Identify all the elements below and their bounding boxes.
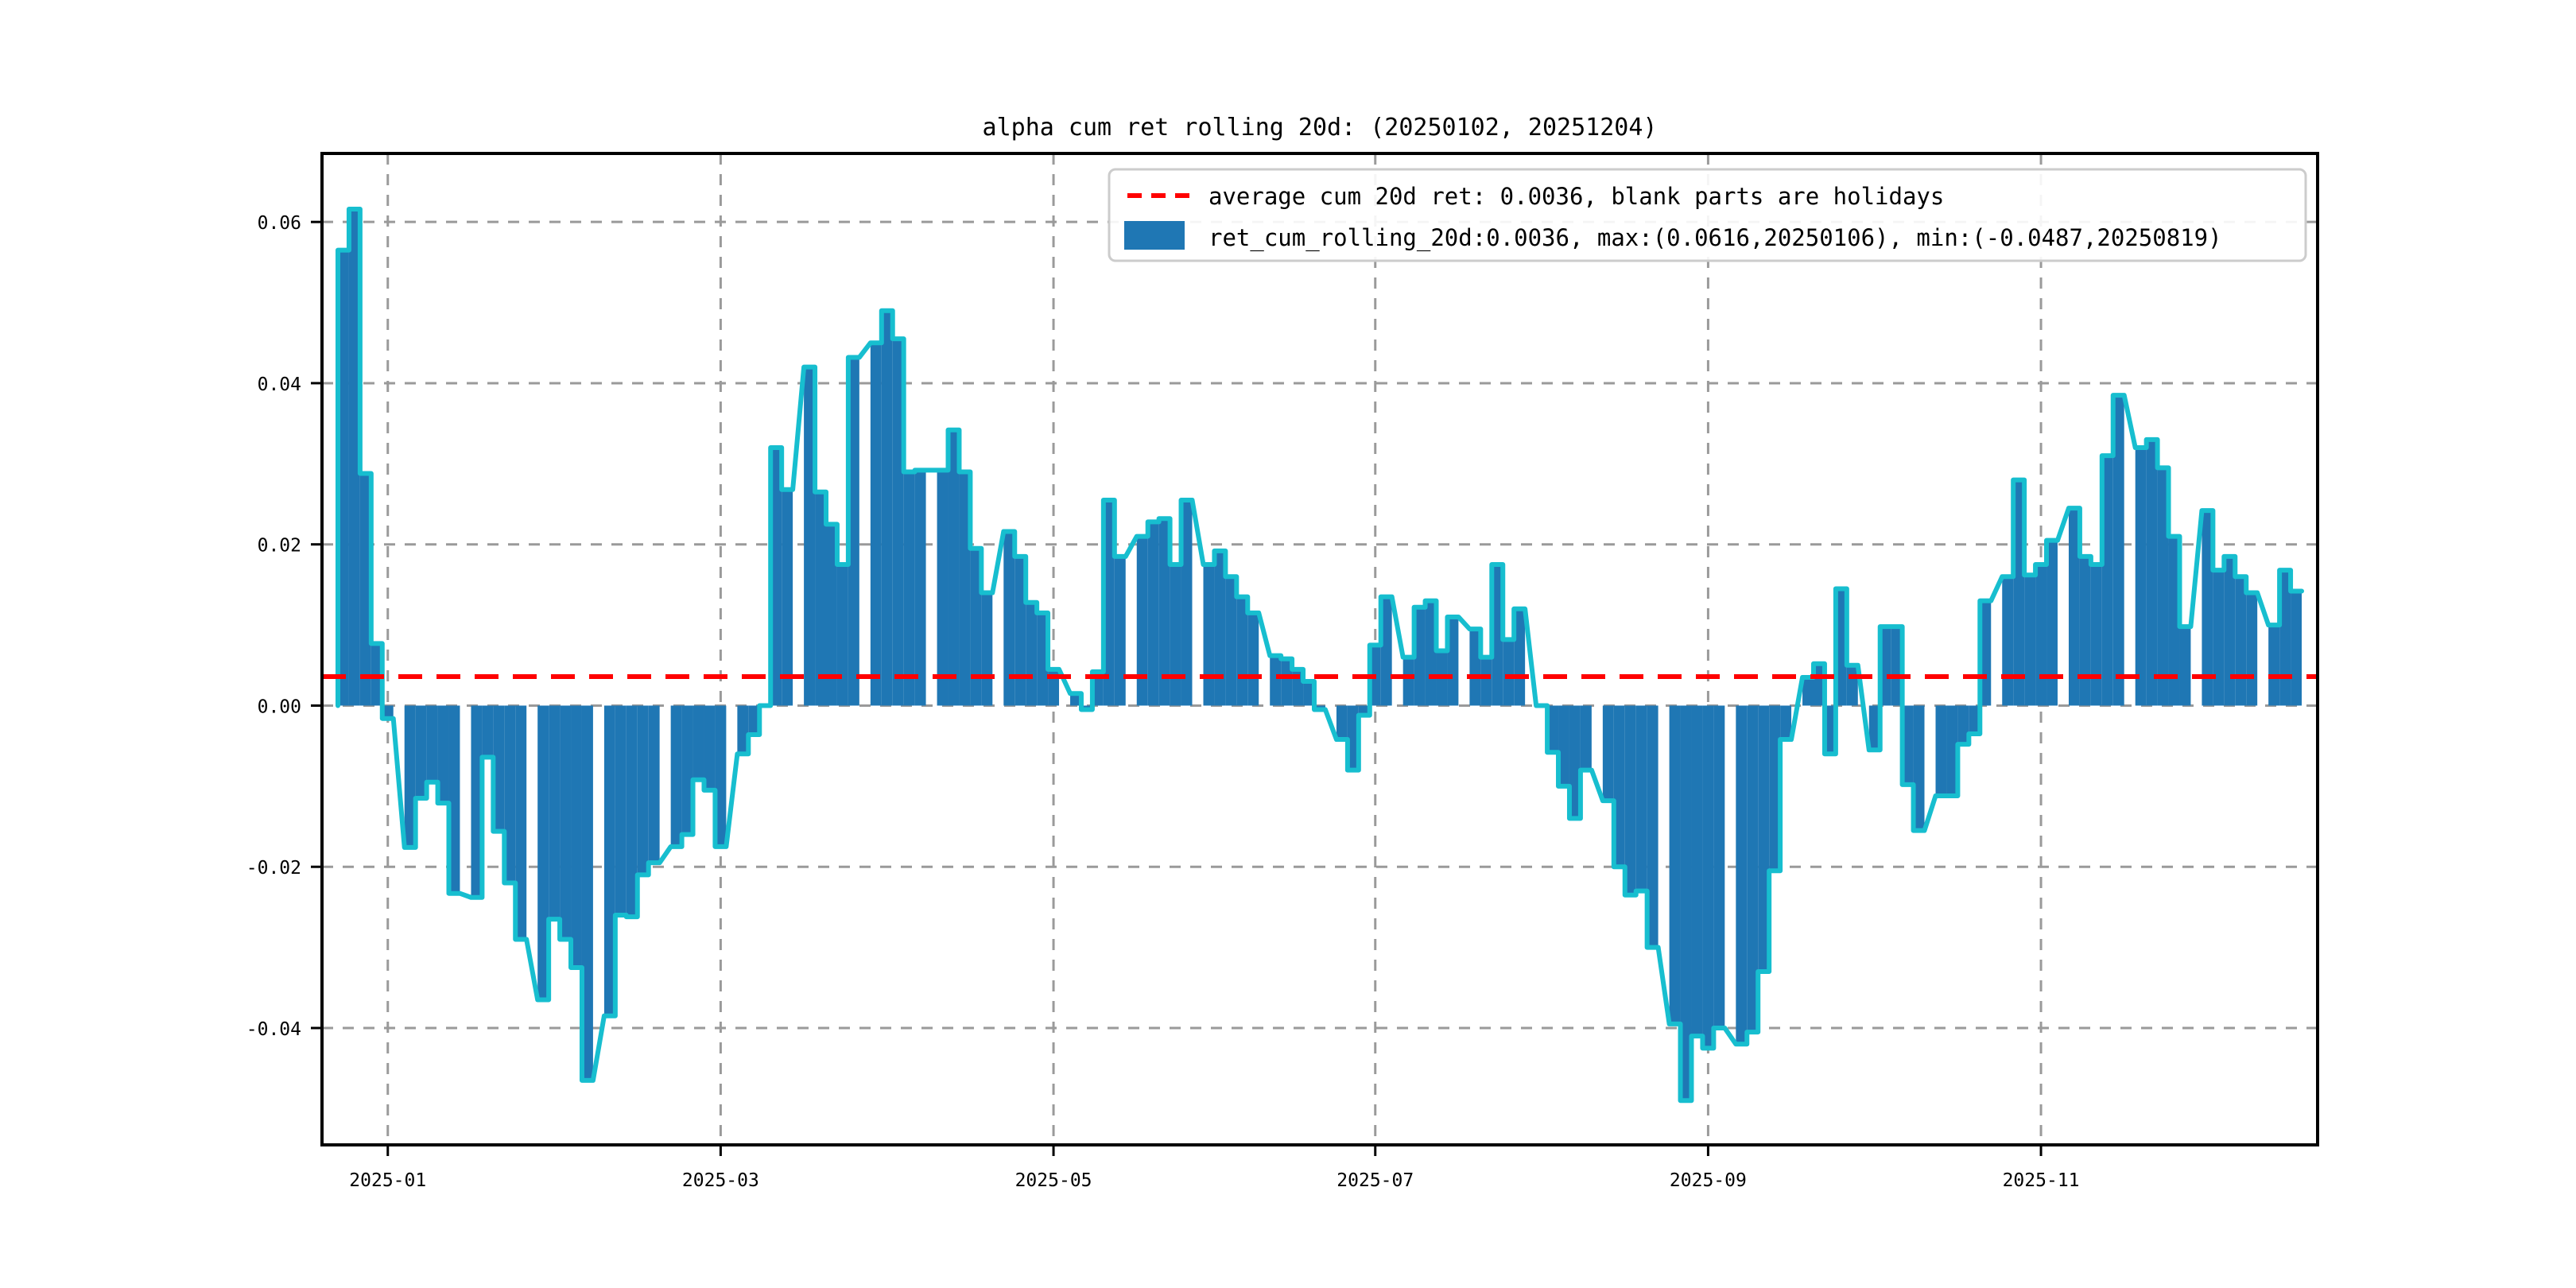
x-tick-label: 2025-11 <box>2003 1170 2080 1191</box>
y-axis-ticks: 0.06 0.04 0.02 0.00 -0.02 -0.04 <box>246 213 322 1040</box>
chart-title: alpha cum ret rolling 20d: (20250102, 20… <box>983 114 1658 142</box>
legend-entry-series: ret_cum_rolling_20d:0.0036, max:(0.0616,… <box>1124 221 2222 252</box>
bar-series <box>338 208 2302 1101</box>
y-tick-label: 0.06 <box>258 213 301 234</box>
line-overlay <box>336 206 2304 1104</box>
x-tick-label: 2025-07 <box>1336 1170 1414 1191</box>
y-tick-label: -0.04 <box>246 1019 301 1040</box>
legend-label-average: average cum 20d ret: 0.0036, blank parts… <box>1208 183 1944 210</box>
x-tick-label: 2025-05 <box>1015 1170 1092 1191</box>
chart-legend: average cum 20d ret: 0.0036, blank parts… <box>1108 168 2307 262</box>
legend-entry-average: average cum 20d ret: 0.0036, blank parts… <box>1127 183 1944 210</box>
legend-box <box>1108 168 2307 262</box>
y-tick-label: 0.00 <box>258 696 301 717</box>
legend-label-series: ret_cum_rolling_20d:0.0036, max:(0.0616,… <box>1208 224 2222 252</box>
y-tick-label: 0.02 <box>258 536 301 557</box>
legend-square-icon <box>1124 221 1185 250</box>
x-tick-label: 2025-01 <box>349 1170 426 1191</box>
x-tick-label: 2025-09 <box>1670 1170 1747 1191</box>
x-tick-label: 2025-03 <box>682 1170 759 1191</box>
y-tick-label: 0.04 <box>258 374 301 395</box>
plot-frame <box>320 152 2319 1146</box>
x-axis-ticks: 2025-01 2025-03 2025-05 2025-07 2025-09 2025-… <box>349 1145 2080 1191</box>
y-tick-label: -0.02 <box>246 858 301 879</box>
